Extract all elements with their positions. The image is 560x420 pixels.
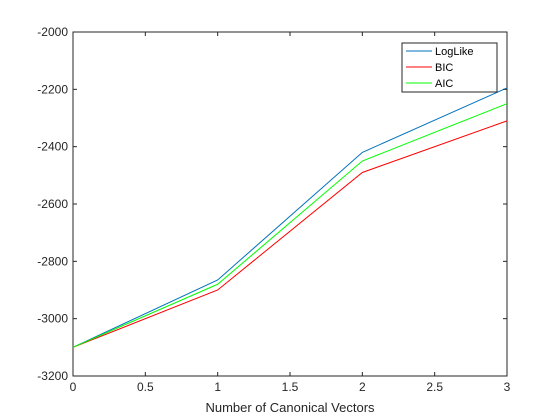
y-tick-label: -3000 bbox=[37, 312, 68, 326]
series-line-aic bbox=[72, 103, 508, 348]
y-tick-label: -2200 bbox=[37, 82, 68, 96]
legend-items: LogLike BIC AIC bbox=[406, 46, 474, 90]
y-tick-label: -2800 bbox=[37, 254, 68, 268]
y-tick-label: -2600 bbox=[37, 197, 68, 211]
legend-label-bic: BIC bbox=[435, 62, 453, 74]
x-tick-label: 1.5 bbox=[282, 380, 299, 394]
series-layer bbox=[72, 87, 508, 348]
legend: LogLike BIC AIC bbox=[401, 42, 498, 93]
legend-label-loglike: LogLike bbox=[435, 46, 474, 58]
x-axis-ticks: 0 0.5 1 1.5 2 2.5 3 bbox=[70, 32, 511, 394]
x-tick-label: 1 bbox=[214, 380, 221, 394]
series-line-bic bbox=[72, 120, 508, 348]
x-tick-label: 2 bbox=[359, 380, 366, 394]
x-tick-label: 2.5 bbox=[426, 380, 443, 394]
x-axis-label: Number of Canonical Vectors bbox=[205, 400, 375, 415]
x-tick-label: 0.5 bbox=[137, 380, 154, 394]
y-tick-label: -3200 bbox=[37, 369, 68, 383]
x-tick-label: 0 bbox=[70, 380, 77, 394]
y-tick-label: -2000 bbox=[37, 25, 68, 39]
y-axis-ticks: -2000 -2200 -2400 -2600 -2800 -3000 -3200 bbox=[37, 25, 507, 383]
series-line-loglike bbox=[72, 87, 508, 348]
y-tick-label: -2400 bbox=[37, 140, 68, 154]
x-tick-label: 3 bbox=[504, 380, 511, 394]
legend-label-aic: AIC bbox=[435, 78, 453, 90]
